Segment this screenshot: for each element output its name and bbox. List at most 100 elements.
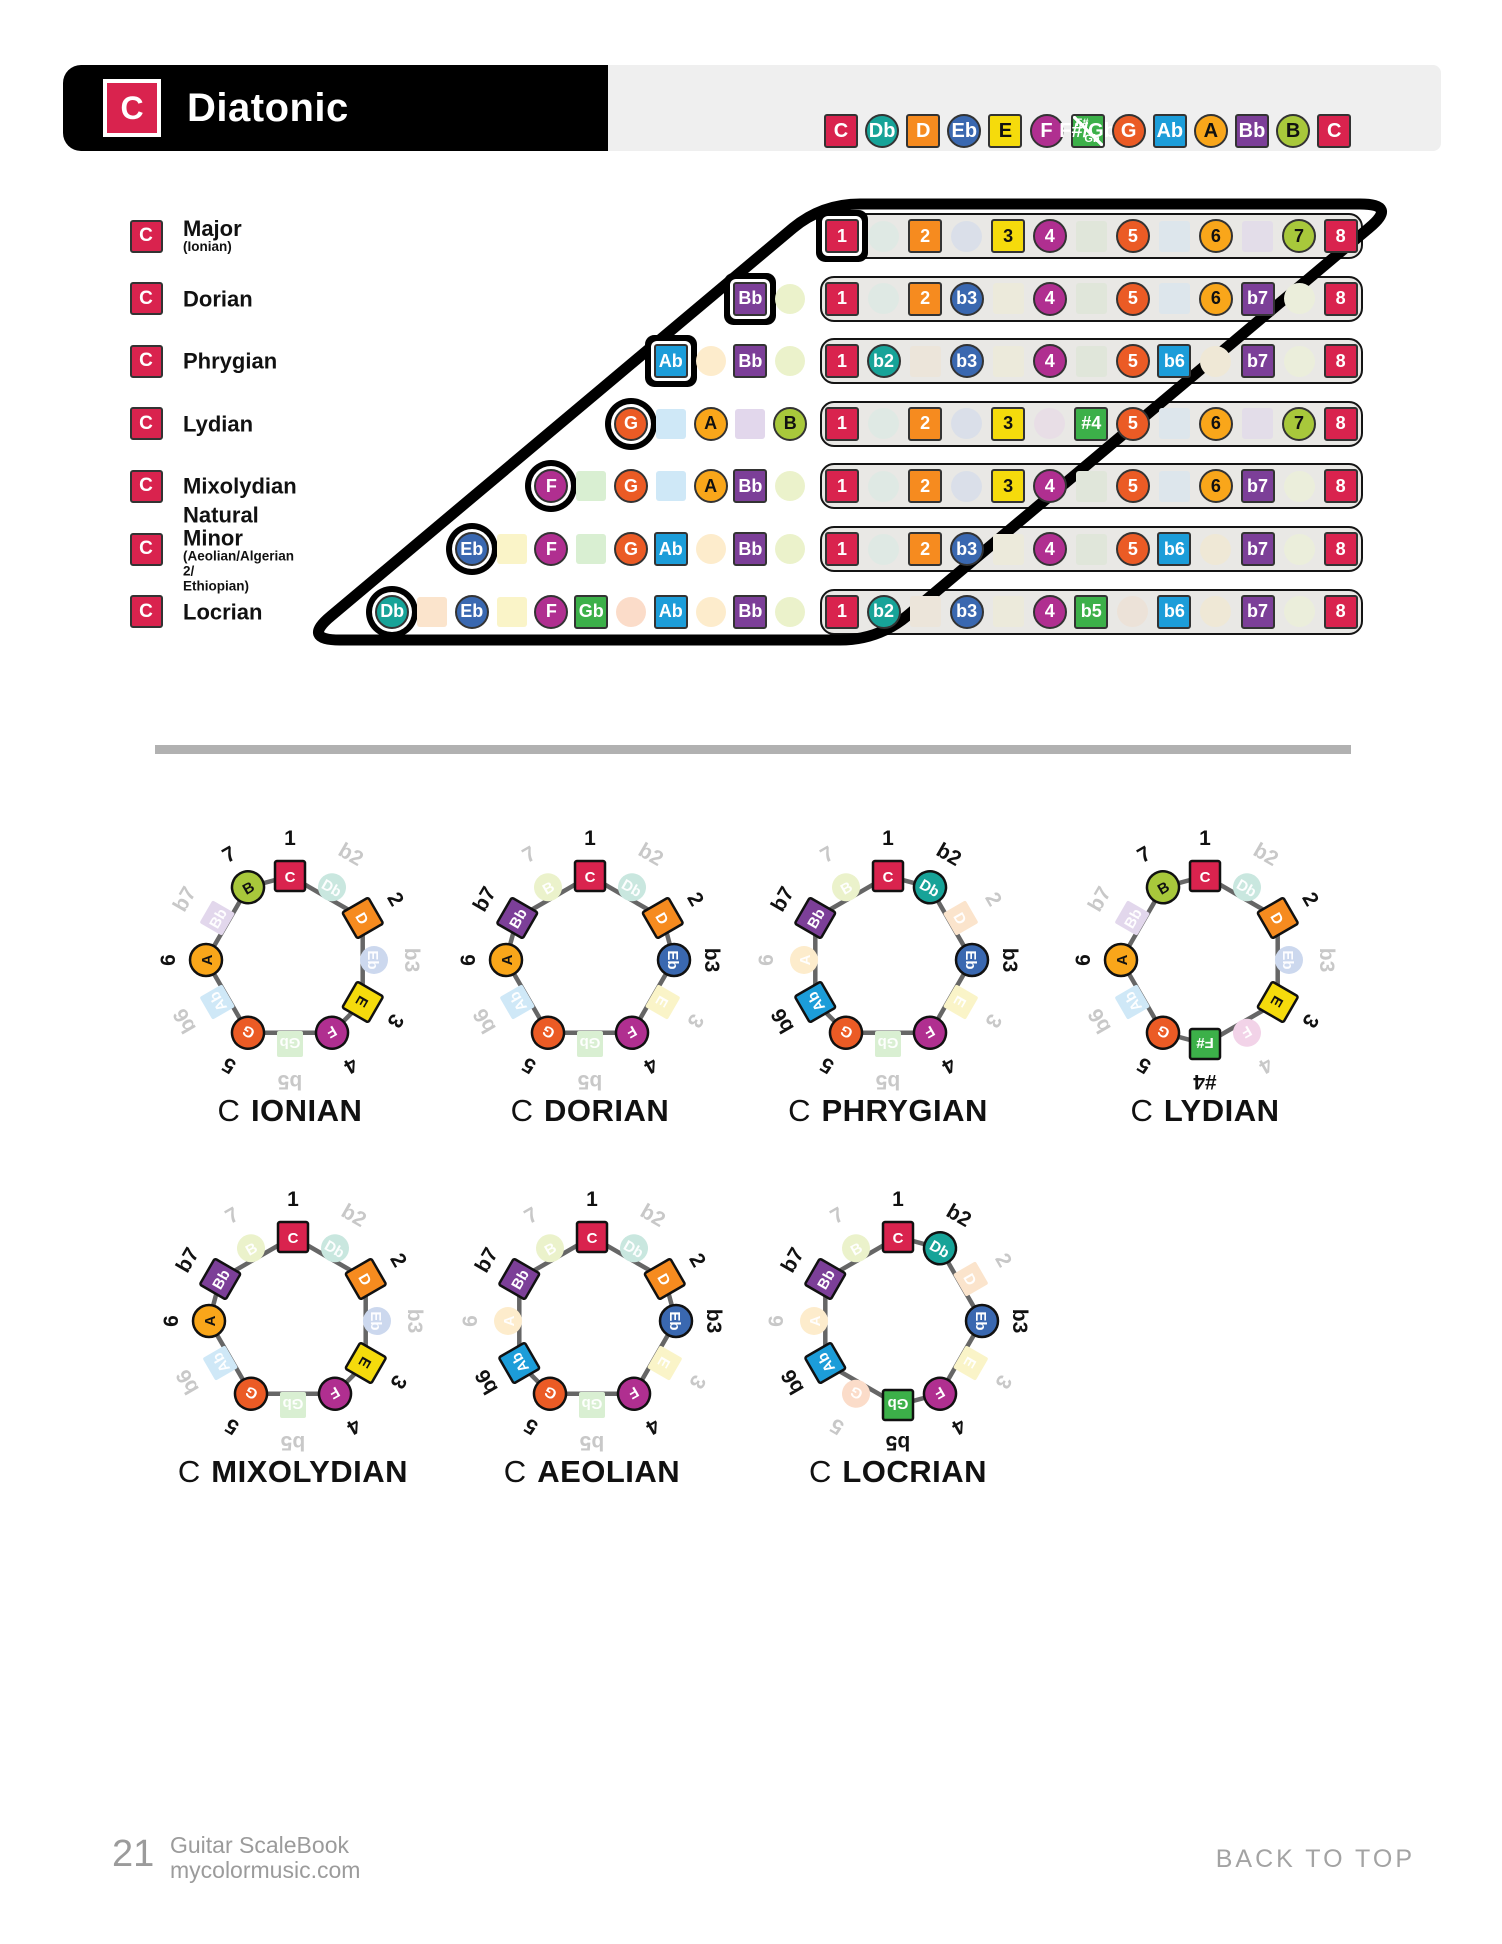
degree-ghost-b3-Lydian (951, 408, 983, 440)
svg-text:A: A (499, 954, 516, 965)
wheel-title-name: PHRYGIAN (821, 1093, 988, 1128)
svg-text:b7: b7 (471, 1244, 503, 1277)
ghost-note-B-Natural Minor (775, 534, 806, 564)
degree-ghost-b3-Major (951, 220, 983, 252)
degree-b3-Locrian: b3 (949, 594, 984, 629)
degree-ghost-7-Phrygian (1283, 345, 1315, 377)
scale-note-A-Lydian: A (693, 406, 728, 441)
degree-b3-Phrygian: b3 (949, 344, 984, 379)
svg-text:Gb: Gb (283, 1395, 304, 1412)
wheel-title-root: C (808, 1454, 832, 1489)
svg-text:6: 6 (457, 954, 480, 966)
wheel-title-name: LYDIAN (1163, 1093, 1280, 1128)
mode-root-chip-Locrian: C (129, 595, 163, 629)
mode-label-Natural Minor: Natural Minor (Aeolian/Algerian 2/Ethiopi… (183, 504, 294, 595)
svg-text:b6: b6 (471, 1365, 503, 1398)
svg-text:Gb: Gb (888, 1395, 909, 1412)
svg-text:3: 3 (1297, 1010, 1323, 1032)
degree-4-Mixolydian: 4 (1032, 469, 1067, 504)
svg-text:3: 3 (990, 1371, 1016, 1393)
svg-text:7: 7 (1133, 842, 1155, 868)
svg-text:5: 5 (520, 1413, 542, 1439)
svg-text:b7: b7 (1084, 883, 1116, 916)
chromatic-note-A: A (1193, 114, 1228, 148)
degree-6-Major: 6 (1198, 219, 1233, 253)
degree-ghost-4-Lydian (1034, 408, 1066, 440)
svg-text:F#: F# (1196, 1034, 1214, 1051)
book-site: mycolormusic.com (170, 1857, 361, 1883)
chromatic-note-C: C (824, 114, 858, 148)
svg-text:#4: #4 (1193, 1070, 1217, 1093)
svg-text:b3: b3 (1315, 948, 1338, 973)
degree-ghost-b6-Lydian (1158, 408, 1190, 440)
scale-note-Bb-Dorian: Bb (733, 281, 768, 316)
mode-label-Dorian: Dorian (183, 287, 253, 310)
svg-text:2: 2 (1297, 888, 1323, 910)
wheel-title-root: C (503, 1454, 527, 1489)
degree-1-Lydian: 1 (825, 406, 859, 441)
svg-text:b3: b3 (403, 1309, 426, 1334)
svg-text:A: A (202, 1315, 219, 1326)
degree-b7-Mixolydian: b7 (1240, 469, 1275, 504)
svg-text:b7: b7 (777, 1244, 809, 1277)
degree-2-Mixolydian: 2 (908, 469, 943, 504)
degree-1-Natural Minor: 1 (825, 532, 859, 566)
degree-6-Lydian: 6 (1198, 406, 1233, 441)
degree-1-Major: 1 (825, 219, 859, 253)
scale-note-Ab-Phrygian: Ab (653, 344, 688, 379)
svg-text:2: 2 (980, 888, 1006, 910)
degree-ghost-2-Locrian (909, 596, 941, 628)
svg-text:3: 3 (385, 1371, 411, 1393)
svg-text:b7: b7 (469, 883, 501, 916)
svg-text:1: 1 (586, 1188, 598, 1211)
scale-note-Bb-Mixolydian: Bb (733, 469, 768, 504)
wheel-title-name: MIXOLYDIAN (211, 1454, 409, 1489)
svg-text:b5: b5 (875, 1070, 900, 1093)
ghost-note-B-Dorian (775, 283, 806, 314)
chromatic-note-Db: Db (865, 114, 900, 148)
svg-text:1: 1 (284, 827, 296, 850)
svg-text:4: 4 (1255, 1052, 1277, 1078)
degree-ghost-b5-Mixolydian (1075, 470, 1107, 502)
degree-7-Lydian: 7 (1282, 406, 1317, 441)
mode-wheel-title-aeolian: C AEOLIAN (432, 1454, 752, 1490)
svg-text:Gb: Gb (582, 1395, 603, 1412)
svg-text:6: 6 (459, 1315, 482, 1327)
degree-1-Phrygian: 1 (825, 344, 859, 379)
wheel-title-name: AEOLIAN (537, 1454, 681, 1489)
svg-text:3: 3 (682, 1010, 708, 1032)
svg-text:2: 2 (385, 1249, 411, 1271)
chromatic-note-C: C (1317, 114, 1352, 148)
book-title: Guitar ScaleBook (170, 1832, 349, 1858)
degree-ghost-3-Natural Minor (992, 533, 1024, 565)
ghost-note-A-Phrygian (695, 346, 726, 377)
svg-text:b3: b3 (700, 948, 723, 973)
chromatic-note-F: F (1029, 114, 1064, 148)
degree-2-Natural Minor: 2 (908, 532, 943, 566)
svg-text:7: 7 (826, 1203, 848, 1229)
svg-text:b7: b7 (169, 883, 201, 916)
svg-text:6: 6 (755, 954, 778, 966)
chromatic-note-E: E (988, 114, 1023, 148)
degree-ghost-5-Locrian (1117, 596, 1149, 628)
svg-text:b6: b6 (169, 1004, 201, 1037)
svg-text:6: 6 (157, 954, 180, 966)
scale-note-Gb-Locrian: Gb (574, 594, 609, 629)
degree-b2-Locrian: b2 (866, 594, 901, 629)
svg-text:b5: b5 (885, 1431, 910, 1454)
degree-2-Lydian: 2 (908, 406, 943, 441)
degree-5-Mixolydian: 5 (1115, 469, 1150, 504)
wheel-title-name: IONIAN (250, 1093, 363, 1128)
mode-name: Major (183, 216, 242, 242)
mode-root-chip-Lydian: C (129, 407, 163, 441)
degree-5-Natural Minor: 5 (1115, 532, 1150, 566)
svg-text:b6: b6 (469, 1004, 501, 1037)
svg-text:7: 7 (816, 842, 838, 868)
degree-8-Locrian: 8 (1323, 594, 1358, 629)
mode-subname: (Aeolian/Algerian 2/ (183, 548, 295, 579)
degree-b7-Locrian: b7 (1240, 594, 1275, 629)
ghost-note-Gb-Natural Minor (576, 534, 607, 564)
degree-ghost-b2-Natural Minor (868, 533, 900, 565)
back-to-top-link[interactable]: BACK TO TOP (1215, 1845, 1415, 1873)
svg-text:b6: b6 (1084, 1004, 1116, 1037)
